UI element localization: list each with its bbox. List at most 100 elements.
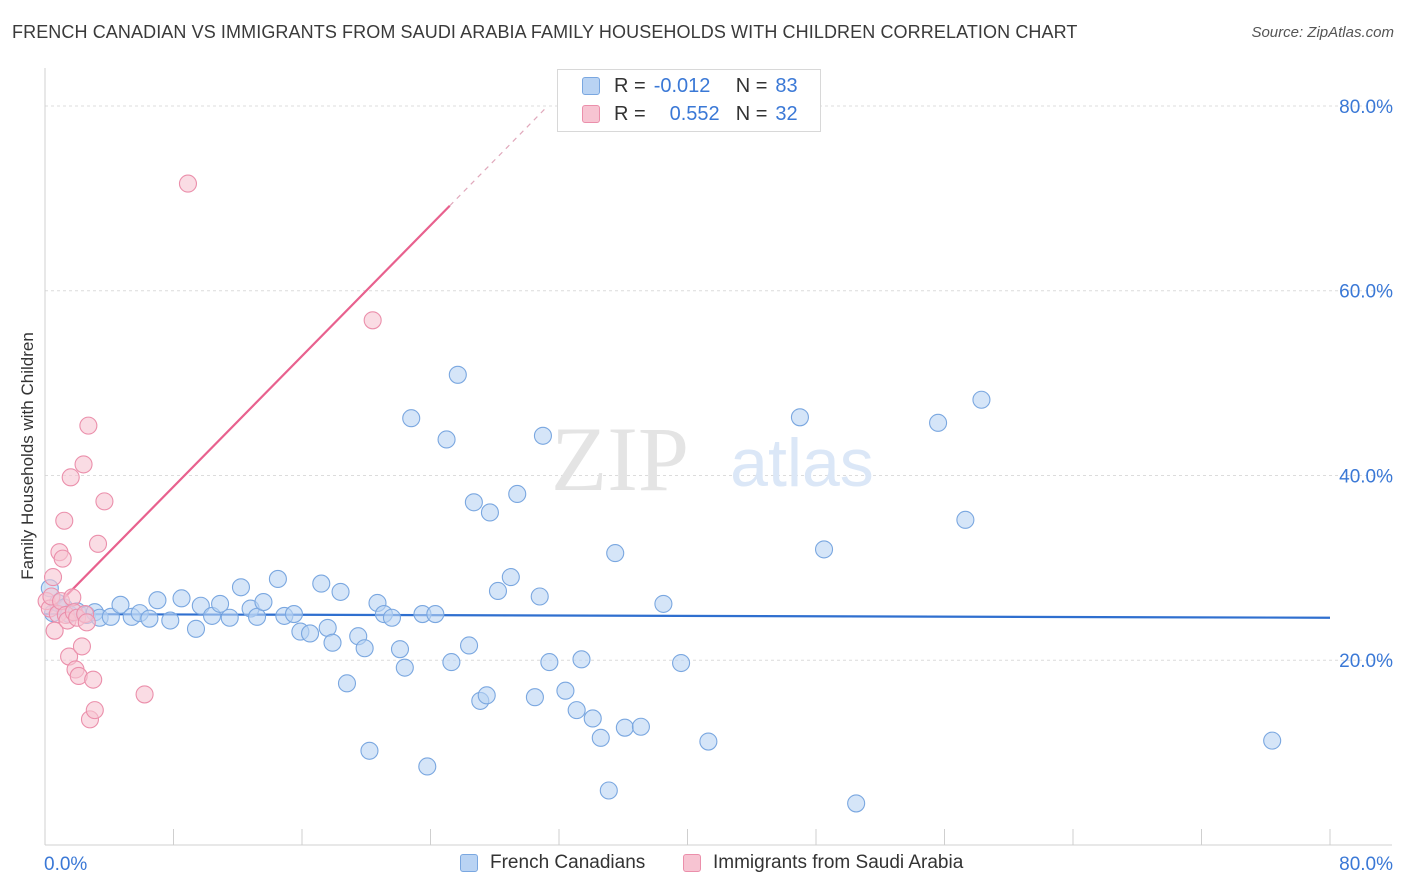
point-french-canadians: [331, 582, 350, 601]
point-french-canadians: [654, 594, 673, 613]
correlation-legend: R = -0.012 N = 83 R = 0.552 N = 32: [557, 69, 821, 132]
point-french-canadians: [418, 757, 437, 776]
point-french-canadians: [268, 569, 287, 589]
y-tick-label: 60.0%: [1339, 282, 1393, 303]
axes: [44, 68, 1392, 846]
point-french-canadians: [929, 413, 948, 432]
point-french-canadians: [172, 589, 191, 608]
point-french-canadians: [148, 591, 167, 610]
point-french-canadians: [556, 681, 575, 700]
watermark: ZIP atlas: [551, 408, 874, 510]
legend-r-label: R =: [614, 102, 646, 125]
point-french-canadians: [402, 409, 421, 428]
point-french-canadians: [540, 653, 559, 672]
point-saudi-arabia: [74, 455, 93, 474]
point-saudi-arabia: [61, 468, 80, 487]
point-french-canadians: [337, 674, 357, 693]
point-french-canadians: [790, 408, 809, 427]
point-french-canadians: [395, 658, 414, 677]
point-french-canadians: [533, 426, 552, 445]
point-french-canadians: [480, 503, 499, 522]
point-french-canadians: [254, 593, 273, 612]
point-saudi-arabia: [88, 534, 108, 553]
point-french-canadians: [231, 578, 251, 597]
bottom-legend-label: Immigrants from Saudi Arabia: [713, 852, 964, 873]
point-french-canadians: [530, 587, 549, 606]
bottom-legend-swatch-pink: [683, 854, 701, 872]
point-saudi-arabia: [178, 174, 198, 193]
point-french-canadians: [631, 717, 650, 736]
point-french-canadians: [956, 510, 975, 529]
point-french-canadians: [1263, 731, 1282, 750]
point-saudi-arabia: [53, 549, 72, 568]
point-saudi-arabia: [95, 492, 114, 511]
point-saudi-arabia: [79, 416, 98, 435]
point-french-canadians: [211, 594, 230, 613]
point-french-canadians: [382, 608, 402, 627]
bottom-legend-swatch-blue: [460, 854, 478, 872]
bottom-legend-french-canadians: French Canadians: [460, 852, 645, 874]
point-french-canadians: [488, 581, 508, 601]
point-french-canadians: [186, 619, 206, 638]
point-french-canadians: [464, 493, 483, 512]
point-french-canadians: [814, 540, 834, 559]
point-french-canadians: [191, 596, 210, 615]
point-saudi-arabia: [77, 613, 96, 632]
x-tick-label: 80.0%: [1339, 854, 1393, 875]
bottom-legend-label: French Canadians: [490, 852, 646, 873]
point-french-canadians: [606, 544, 625, 563]
point-saudi-arabia: [135, 685, 154, 704]
point-french-canadians: [448, 365, 467, 384]
point-french-canadians: [672, 653, 691, 673]
legend-r-value: 0.552: [669, 102, 720, 125]
point-french-canadians: [111, 595, 130, 614]
chart-title: FRENCH CANADIAN VS IMMIGRANTS FROM SAUDI…: [12, 22, 1078, 42]
point-french-canadians: [300, 624, 320, 643]
point-french-canadians: [583, 709, 602, 728]
point-french-canadians: [567, 701, 586, 720]
trend-line-saudi-arabia: [47, 204, 451, 615]
y-tick-label: 40.0%: [1339, 466, 1393, 487]
y-tick-label: 80.0%: [1339, 97, 1393, 118]
point-french-canadians: [572, 650, 591, 669]
legend-n-value: 83: [775, 74, 798, 97]
point-french-canadians: [459, 636, 479, 655]
point-french-canadians: [699, 732, 718, 751]
legend-r-value: -0.012: [653, 74, 711, 97]
series-immigrants-saudi-arabia: [37, 174, 382, 729]
point-saudi-arabia: [85, 701, 104, 720]
point-french-canadians: [442, 653, 461, 672]
point-french-canadians: [140, 609, 159, 628]
x-tick-label: 0.0%: [44, 854, 87, 875]
bottom-legend-saudi-arabia: Immigrants from Saudi Arabia: [683, 852, 963, 874]
point-saudi-arabia: [84, 670, 103, 689]
point-french-canadians: [591, 728, 610, 747]
point-french-canadians: [525, 688, 544, 707]
grid-lines: [45, 105, 1392, 661]
point-saudi-arabia: [72, 637, 91, 656]
point-saudi-arabia: [55, 511, 74, 530]
point-saudi-arabia: [43, 568, 63, 587]
trend-line-extension: [449, 105, 549, 207]
point-french-canadians: [426, 605, 445, 624]
point-french-canadians: [390, 640, 410, 659]
watermark-atlas: atlas: [730, 425, 874, 501]
source-label: Source: ZipAtlas.com: [1251, 24, 1394, 41]
legend-swatch-pink: [582, 105, 600, 123]
point-french-canadians: [972, 390, 991, 409]
point-french-canadians: [615, 718, 634, 737]
legend-n-value: 32: [775, 102, 798, 125]
point-french-canadians: [161, 611, 180, 630]
legend-r-label: R =: [614, 74, 646, 97]
point-french-canadians: [355, 639, 374, 658]
trend-lines: [44, 105, 1331, 619]
point-french-canadians: [847, 794, 866, 813]
legend-swatch-blue: [582, 77, 600, 95]
legend-n-label: N =: [735, 74, 768, 97]
point-saudi-arabia: [363, 311, 382, 330]
point-french-canadians: [312, 574, 331, 593]
point-french-canadians: [477, 686, 496, 705]
point-french-canadians: [501, 568, 520, 587]
legend-row-saudi-arabia: R = 0.552 N = 32: [582, 102, 798, 126]
